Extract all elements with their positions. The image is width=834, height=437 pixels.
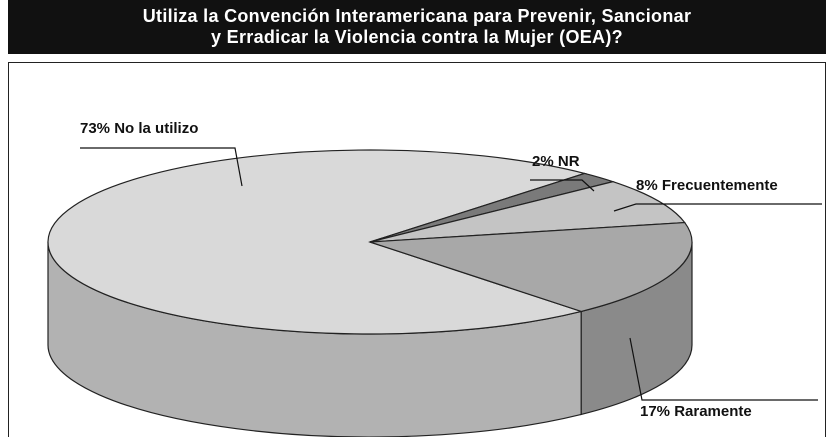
leader-line	[80, 147, 243, 187]
category-label: Raramente	[674, 403, 752, 420]
data-label: 73% No la utilizo	[80, 120, 198, 137]
chart-frame	[8, 62, 826, 437]
pie-slice	[47, 149, 587, 335]
pie-slice	[369, 221, 693, 313]
category-label: NR	[558, 153, 580, 170]
value-label: 17%	[640, 403, 670, 420]
leader-line	[530, 179, 595, 192]
data-label: 17% Raramente	[640, 403, 752, 420]
leader-line	[629, 337, 818, 401]
data-label: 2% NR	[532, 153, 580, 170]
value-label: 8%	[636, 177, 658, 194]
category-label: No la utilizo	[114, 120, 198, 137]
chart-title: Utiliza la Convención Interamericana par…	[142, 6, 692, 47]
category-label: Frecuentemente	[662, 177, 778, 194]
data-label: 8% Frecuentemente	[636, 177, 778, 194]
value-label: 73%	[80, 120, 110, 137]
value-label: 2%	[532, 153, 554, 170]
title-bar: Utiliza la Convención Interamericana par…	[8, 0, 826, 54]
pie-tops	[47, 149, 693, 335]
leader-line	[613, 203, 822, 212]
